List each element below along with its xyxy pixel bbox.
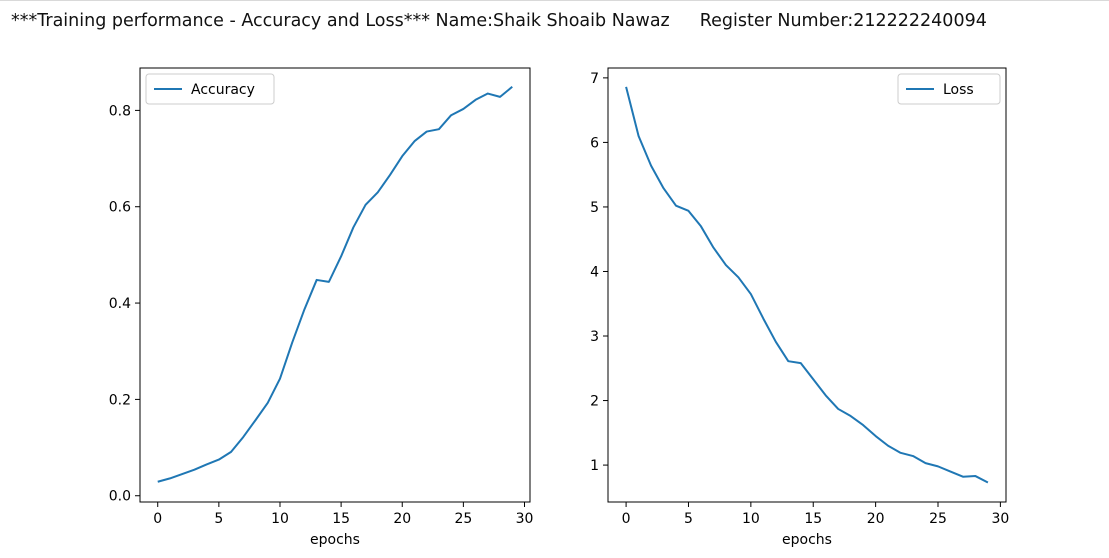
loss-x-tick-label: 20 bbox=[867, 511, 885, 527]
loss-y-tick-label: 1 bbox=[590, 458, 599, 474]
loss-x-tick-label: 30 bbox=[991, 511, 1009, 527]
accuracy-x-tick-label: 25 bbox=[454, 511, 472, 527]
loss-chart: 0 5 10 15 20 25 30 1 2 3 4 5 6 7 epochs Loss bbox=[590, 67, 1009, 548]
accuracy-y-tick-label: 0.0 bbox=[109, 489, 131, 505]
loss-y-tick-label: 6 bbox=[590, 135, 599, 151]
accuracy-x-tick-label: 20 bbox=[393, 511, 411, 527]
accuracy-legend-box bbox=[145, 73, 275, 105]
accuracy-x-tick-label: 0 bbox=[153, 511, 162, 527]
loss-legend-box bbox=[897, 73, 1001, 105]
accuracy-series-line bbox=[157, 86, 513, 483]
figure-header: ***Training performance - Accuracy and L… bbox=[11, 10, 987, 32]
accuracy-y-tick-label: 0.2 bbox=[109, 392, 131, 408]
loss-x-tick-label: 0 bbox=[622, 511, 631, 527]
loss-x-tick-label: 5 bbox=[684, 511, 693, 527]
loss-y-tick-label: 4 bbox=[590, 264, 599, 280]
loss-axes-frame bbox=[607, 67, 1007, 503]
loss-series-line bbox=[625, 86, 989, 484]
accuracy-x-tick-label: 5 bbox=[214, 511, 223, 527]
accuracy-legend-label: Accuracy bbox=[191, 82, 255, 98]
accuracy-x-tick-label: 30 bbox=[516, 511, 534, 527]
accuracy-x-tick-label: 15 bbox=[332, 511, 350, 527]
accuracy-legend: Accuracy bbox=[145, 73, 275, 105]
loss-y-tick-label: 3 bbox=[590, 329, 599, 345]
loss-x-tick-label: 10 bbox=[742, 511, 760, 527]
loss-y-tick-label: 7 bbox=[590, 71, 599, 87]
loss-x-tick-label: 25 bbox=[929, 511, 947, 527]
top-divider bbox=[0, 0, 1109, 1]
accuracy-y-tick-label: 0.6 bbox=[109, 200, 131, 216]
register-number: Register Number:212222240094 bbox=[699, 11, 987, 31]
loss-x-axis-label: epochs bbox=[782, 532, 832, 548]
accuracy-chart: 0 5 10 15 20 25 30 0.0 0.2 0.4 0.6 0.8 epochs Accurac… bbox=[109, 67, 534, 548]
accuracy-x-tick-label: 10 bbox=[271, 511, 289, 527]
loss-y-tick-label: 5 bbox=[590, 200, 599, 216]
accuracy-axes-frame bbox=[139, 67, 531, 503]
loss-legend: Loss bbox=[897, 73, 1001, 105]
loss-y-tick-label: 2 bbox=[590, 394, 599, 410]
accuracy-y-tick-label: 0.4 bbox=[109, 296, 131, 312]
figure-title: ***Training performance - Accuracy and L… bbox=[11, 11, 670, 31]
loss-legend-label: Loss bbox=[943, 82, 974, 98]
accuracy-y-tick-label: 0.8 bbox=[109, 103, 131, 119]
loss-x-tick-label: 15 bbox=[804, 511, 822, 527]
accuracy-x-axis-label: epochs bbox=[310, 532, 360, 548]
